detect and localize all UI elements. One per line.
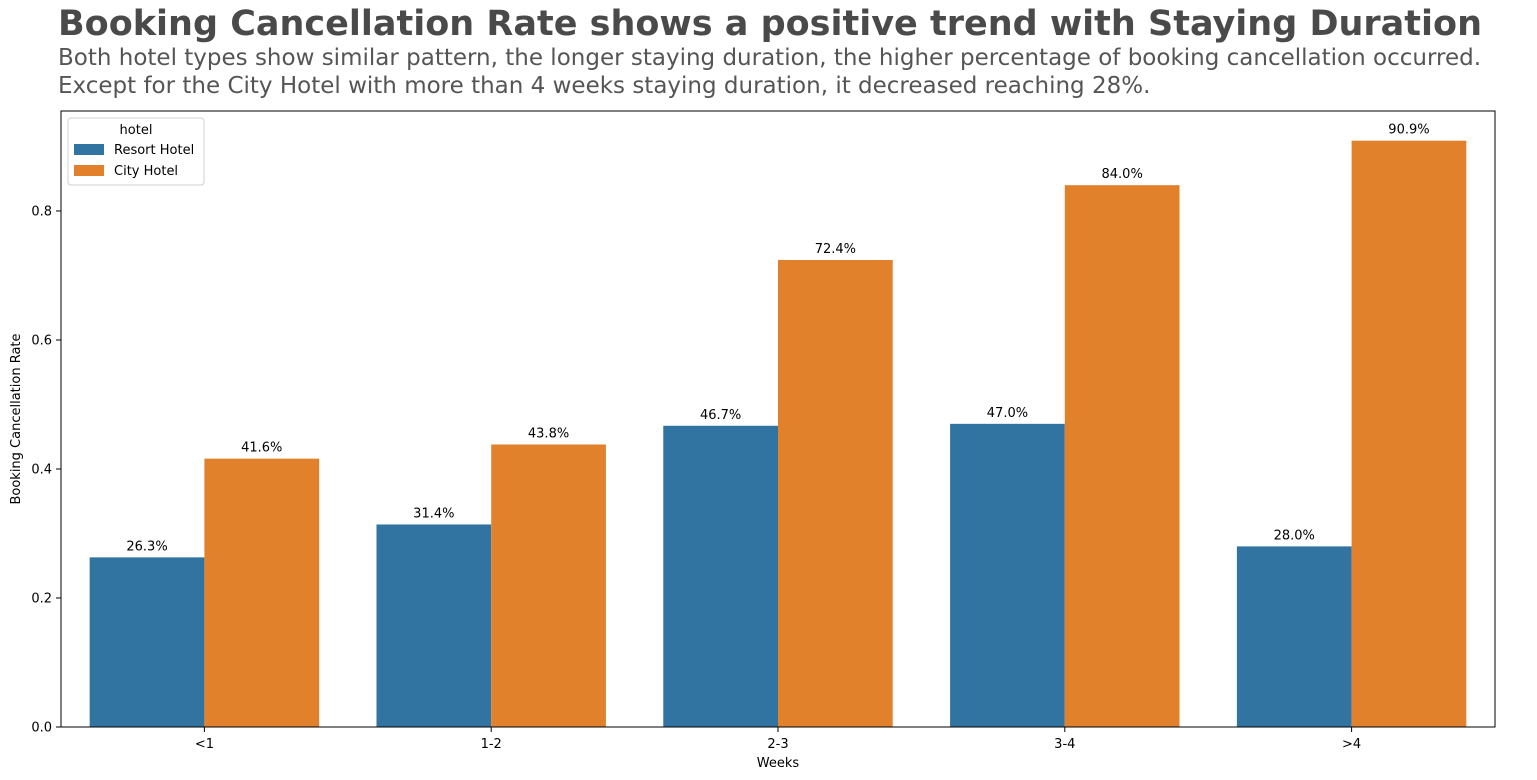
subtitle-line-1: Both hotel types show similar pattern, t… — [58, 45, 1482, 71]
bar-data-label: 72.4% — [815, 242, 856, 257]
bar-resort-hotel-3 — [950, 423, 1065, 727]
bar-data-label: 90.9% — [1388, 123, 1429, 138]
legend-swatch — [74, 165, 104, 176]
x-tick-label: 1-2 — [481, 737, 502, 752]
bar-data-label: 26.3% — [126, 539, 167, 554]
x-tick-label: <1 — [195, 737, 214, 752]
y-tick-label: 0.2 — [31, 591, 52, 606]
bars-layer — [89, 140, 1467, 728]
bar-labels-layer: 26.3% 31.4% 46.7% 47.0% 28.0% 41.6% 43.8% 72.4%… — [126, 123, 1429, 555]
bar-resort-hotel-4 — [1236, 546, 1352, 727]
x-tick-label: 3-4 — [1054, 737, 1075, 752]
legend-swatch — [74, 144, 104, 155]
bar-resort-hotel-2 — [663, 425, 778, 727]
legend-label: Resort Hotel — [114, 143, 194, 158]
bar-resort-hotel-1 — [376, 524, 492, 727]
y-tick-label: 0.8 — [31, 204, 52, 219]
bar-data-label: 46.7% — [700, 408, 741, 423]
bar-city-hotel-4 — [1351, 140, 1467, 727]
bar-data-label: 47.0% — [987, 406, 1028, 421]
bar-data-label: 43.8% — [528, 426, 569, 441]
bar-data-label: 84.0% — [1102, 167, 1143, 182]
bar-city-hotel-0 — [204, 458, 320, 727]
bar-resort-hotel-0 — [89, 557, 205, 727]
bar-data-label: 28.0% — [1274, 528, 1315, 543]
x-tick-label: 2-3 — [767, 737, 788, 752]
bar-data-label: 41.6% — [241, 441, 282, 456]
bar-data-label: 31.4% — [413, 506, 454, 521]
chart-title: Booking Cancellation Rate shows a positi… — [58, 4, 1482, 44]
bar-city-hotel-1 — [491, 444, 606, 727]
subtitle-line-2: Except for the City Hotel with more than… — [58, 73, 1151, 99]
y-axis-label: Booking Cancellation Rate — [9, 333, 24, 504]
chart-subtitle: Both hotel types show similar pattern, t… — [58, 44, 1481, 100]
y-axis: 0.0 0.2 0.4 0.6 0.8 — [31, 204, 61, 736]
legend: hotel Resort Hotel City Hotel — [67, 117, 205, 186]
legend-title: hotel — [120, 123, 153, 138]
y-tick-label: 0.4 — [31, 462, 52, 477]
bar-city-hotel-2 — [778, 260, 893, 727]
x-axis: <1 1-2 2-3 3-4 >4 — [195, 727, 1361, 752]
x-axis-label: Weeks — [757, 756, 800, 771]
x-tick-label: >4 — [1342, 737, 1361, 752]
bar-city-hotel-3 — [1064, 185, 1180, 728]
legend-label: City Hotel — [114, 164, 178, 179]
y-tick-label: 0.6 — [31, 333, 52, 348]
y-tick-label: 0.0 — [31, 721, 52, 736]
